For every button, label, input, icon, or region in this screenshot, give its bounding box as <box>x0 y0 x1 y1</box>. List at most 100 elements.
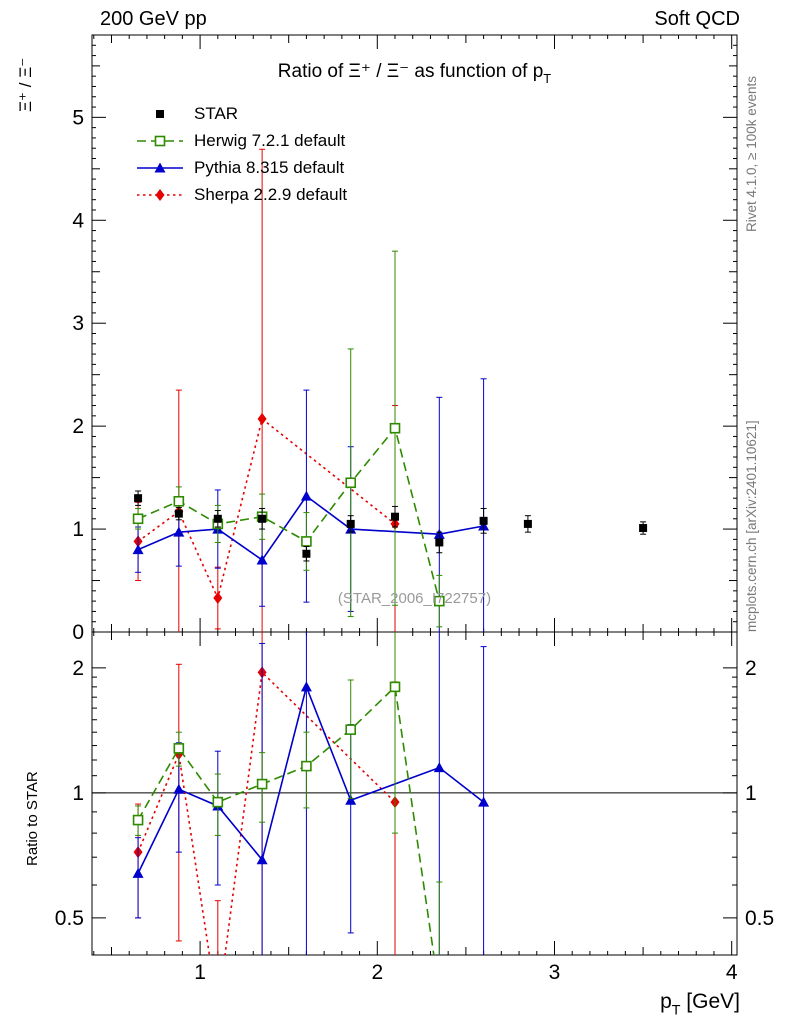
x-tick-label: 1 <box>194 961 206 984</box>
y-tick-label-left: 2 <box>72 657 84 680</box>
series-line <box>137 494 484 562</box>
series-line <box>137 684 485 874</box>
y-tick-label: 5 <box>72 106 84 129</box>
y-tick-label: 4 <box>72 209 84 232</box>
data-point <box>434 595 445 607</box>
data-point <box>258 514 267 523</box>
y-ticks-ratio <box>92 667 737 919</box>
data-point <box>154 162 166 172</box>
y-axis-label-main: Ξ⁺ / Ξ⁻ <box>16 57 35 112</box>
x-tick-labels: 1 2 3 4 <box>194 961 738 984</box>
plot-title: Ratio of Ξ⁺ / Ξ⁻ as function of pT <box>92 60 737 86</box>
data-point <box>433 762 445 773</box>
x-tick-label: 3 <box>549 961 561 984</box>
y-tick-label-right: 0.5 <box>745 907 774 930</box>
rivet-version-credit: Rivet 4.1.0, ≥ 100k events <box>744 76 759 232</box>
data-point <box>213 1004 222 1016</box>
process-group-label: Soft QCD <box>654 8 740 30</box>
y-axis-label-ratio: Ratio to STAR <box>24 771 41 866</box>
data-point <box>389 681 401 693</box>
data-point <box>435 538 444 547</box>
x-axis-label-subscript: T <box>671 1002 681 1019</box>
y-tick-labels-main: 0 1 2 3 4 5 <box>72 106 84 644</box>
legend-label: STAR <box>194 103 239 123</box>
y-ticks-main <box>92 44 737 623</box>
series-line <box>137 685 435 955</box>
x-tick-label: 2 <box>371 961 383 984</box>
legend-marker-sample <box>137 162 183 172</box>
data-point <box>154 135 166 146</box>
data-point <box>435 988 444 997</box>
data-point <box>391 512 400 521</box>
data-point <box>389 422 401 434</box>
y-tick-label-right: 2 <box>745 657 757 680</box>
data-point <box>479 516 488 525</box>
legend-marker-sample <box>156 109 164 118</box>
x-axis-label: pT [GeV] <box>660 990 740 1018</box>
data-point <box>478 796 490 807</box>
y-tick-label-left: 1 <box>72 782 84 805</box>
plot-title-subscript: T <box>543 70 552 86</box>
legend-label: Herwig 7.2.1 default <box>194 130 346 150</box>
legend-label: Sherpa 2.2.9 default <box>194 184 348 204</box>
mcplots-credit: mcplots.cern.ch [arXiv:2401.10621] <box>744 420 759 632</box>
x-tick-label: 4 <box>726 961 738 984</box>
legend: STAR Herwig 7.2.1 default Pythia 8.315 def… <box>136 100 347 208</box>
legend-item: Pythia 8.315 default <box>136 154 347 181</box>
x-axis-label-unit: [GeV] <box>680 990 740 1013</box>
data-point <box>132 867 144 878</box>
data-point <box>300 490 312 501</box>
data-point <box>173 495 185 507</box>
y-tick-label: 2 <box>72 415 84 438</box>
y-tick-label: 3 <box>72 312 84 335</box>
series-herwig-ratio <box>132 632 444 997</box>
plot-title-text: Ratio of Ξ⁺ / Ξ⁻ as function of p <box>277 61 544 82</box>
legend-marker-sample <box>137 135 183 146</box>
data-point <box>256 854 268 865</box>
data-point <box>256 554 268 565</box>
data-point <box>132 544 144 555</box>
data-point <box>134 494 143 503</box>
y-tick-label-left: 0.5 <box>55 907 84 930</box>
y-tick-label: 1 <box>72 518 84 541</box>
series-sherpa-main <box>133 148 400 632</box>
legend-marker-sample <box>137 188 183 201</box>
data-point <box>345 724 357 735</box>
data-point <box>257 412 267 425</box>
data-point <box>213 514 222 523</box>
data-point <box>345 477 357 489</box>
ratio-panel-frame <box>91 631 738 956</box>
data-point <box>346 519 355 528</box>
data-point <box>301 536 312 547</box>
data-point <box>213 592 223 605</box>
legend-item: Herwig 7.2.1 default <box>136 127 347 154</box>
data-point <box>302 549 311 558</box>
series-star-main <box>134 490 648 562</box>
data-point <box>173 526 185 537</box>
data-point <box>173 743 185 754</box>
data-point <box>345 794 357 805</box>
data-point <box>300 681 312 692</box>
series-line <box>137 426 441 602</box>
data-point <box>173 783 185 794</box>
data-point <box>174 509 183 518</box>
series-line <box>137 417 396 601</box>
data-point <box>523 519 532 528</box>
data-point <box>639 524 648 533</box>
legend-label: Pythia 8.315 default <box>194 157 345 177</box>
legend-item: Sherpa 2.2.9 default <box>136 181 347 208</box>
y-tick-label: 0 <box>72 621 84 644</box>
data-point <box>155 188 165 201</box>
data-point <box>212 796 224 808</box>
y-tick-label-right: 1 <box>745 782 757 805</box>
beam-energy-label: 200 GeV pp <box>100 8 207 30</box>
legend-item: STAR <box>136 100 347 127</box>
data-point <box>156 109 164 118</box>
series-herwig-main <box>132 250 445 628</box>
data-point <box>256 778 268 790</box>
x-axis-label-p: p <box>660 990 672 1013</box>
data-point <box>132 814 144 826</box>
y-tick-labels-ratio: 0.5 0.5 1 1 2 2 <box>55 657 774 930</box>
data-point <box>301 760 312 772</box>
